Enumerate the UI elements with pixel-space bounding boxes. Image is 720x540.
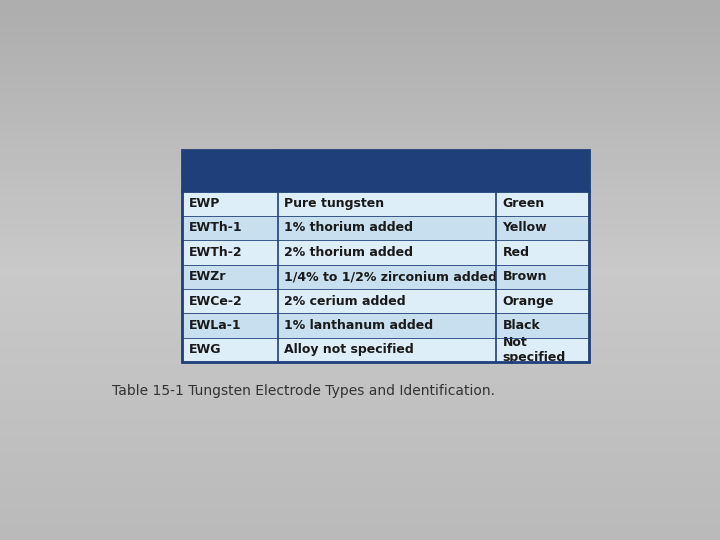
Text: Pure tungsten: Pure tungsten: [284, 197, 384, 210]
Text: EWTh-2: EWTh-2: [189, 246, 243, 259]
Bar: [182, 313, 590, 338]
Text: Not
specified: Not specified: [503, 336, 566, 364]
Text: Red: Red: [503, 246, 529, 259]
Text: EWP: EWP: [189, 197, 220, 210]
Text: Yellow: Yellow: [503, 221, 547, 234]
Text: EWLa-1: EWLa-1: [189, 319, 241, 332]
Text: Tungsten
Composition: Tungsten Composition: [343, 156, 430, 185]
Text: Orange: Orange: [503, 295, 554, 308]
Bar: [182, 289, 590, 313]
Bar: [182, 265, 590, 289]
Bar: [182, 240, 590, 265]
Bar: [182, 191, 590, 216]
Text: 2% thorium added: 2% thorium added: [284, 246, 413, 259]
Text: 1% thorium added: 1% thorium added: [284, 221, 413, 234]
Text: Black: Black: [503, 319, 540, 332]
Bar: [182, 216, 590, 240]
Bar: [182, 150, 590, 362]
Text: 1/4% to 1/2% zirconium added: 1/4% to 1/2% zirconium added: [284, 270, 498, 284]
Bar: [182, 191, 590, 362]
Bar: [182, 338, 590, 362]
Text: 2% cerium added: 2% cerium added: [284, 295, 406, 308]
Text: EWG: EWG: [189, 343, 221, 356]
Text: 1% lanthanum added: 1% lanthanum added: [284, 319, 433, 332]
Text: EWZr: EWZr: [189, 270, 226, 284]
Text: AWS
Classification: AWS Classification: [183, 156, 276, 185]
Text: Brown: Brown: [503, 270, 547, 284]
Text: EWCe-2: EWCe-2: [189, 295, 243, 308]
Text: Green: Green: [503, 197, 544, 210]
Bar: [182, 150, 590, 191]
Text: Table 15-1 Tungsten Electrode Types and Identification.: Table 15-1 Tungsten Electrode Types and …: [112, 384, 495, 398]
Text: Tip
Color: Tip Color: [524, 156, 561, 185]
Text: Alloy not specified: Alloy not specified: [284, 343, 414, 356]
Text: EWTh-1: EWTh-1: [189, 221, 243, 234]
